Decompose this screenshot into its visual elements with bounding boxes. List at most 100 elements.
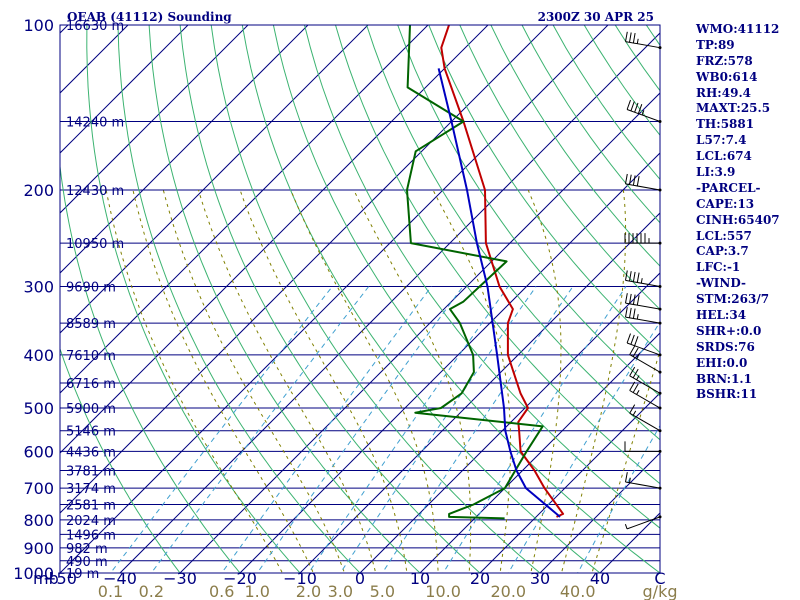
- temperature-tick-label: 30: [530, 569, 550, 588]
- isotherm-line: [539, 452, 660, 573]
- pressure-tick-label: 100: [23, 16, 54, 35]
- pressure-tick-label: 300: [23, 278, 54, 297]
- isotherm-line: [60, 25, 609, 573]
- temperature-tick-label: 0: [355, 569, 365, 588]
- wind-barb: [626, 99, 662, 123]
- height-label: 3781 m: [66, 465, 116, 480]
- plot-frame: [59, 24, 661, 574]
- sounding-index-line: SHR+:0.0: [696, 323, 762, 338]
- chart-title-station: OEAB (41112) Sounding: [67, 10, 232, 24]
- mixing-ratio-tick-label: 20.0: [490, 582, 526, 600]
- sounding-index-line: TP:89: [696, 37, 735, 52]
- moist-adiabat-line: [560, 189, 627, 573]
- wind-barb: [625, 173, 662, 192]
- temperature-tick-label: 40: [590, 569, 610, 588]
- dewpoint-profile-line: [406, 25, 544, 520]
- height-label: 4436 m: [66, 445, 116, 460]
- moist-adiabat-line: [290, 189, 439, 573]
- dry-adiabat-line: [459, 25, 660, 311]
- wind-barb: [624, 441, 662, 453]
- sounding-index-line: L57:7.4: [696, 133, 747, 148]
- sounding-index-line: TH:5881: [696, 117, 755, 132]
- height-label: 19 m: [66, 567, 99, 582]
- parcel-trace-line: [437, 68, 561, 518]
- sounding-index-line: -WIND-: [696, 276, 746, 291]
- isotherm-line: [60, 25, 369, 334]
- isotherm-line: [60, 25, 309, 274]
- dry-adiabat-line: [86, 25, 301, 573]
- wind-barbs: [624, 31, 662, 530]
- isotherm-line: [0, 25, 8, 573]
- mixing-ratio-line: [577, 424, 660, 573]
- sounding-index-line: EHI:0.0: [696, 355, 748, 370]
- dry-adiabat-line: [428, 25, 660, 354]
- sounding-index-line: LFC:-1: [696, 260, 741, 275]
- sounding-index-line: FRZ:578: [696, 53, 753, 68]
- height-label: 2581 m: [66, 499, 116, 514]
- moist-adiabat-line: [132, 189, 314, 573]
- sounding-index-line: BSHR:11: [696, 387, 758, 402]
- sounding-index-line: RH:49.4: [696, 85, 751, 100]
- wind-barb: [629, 366, 662, 395]
- sounding-index-line: STM:263/7: [696, 292, 770, 307]
- sounding-index-line: LCL:674: [696, 149, 752, 164]
- height-label: 3174 m: [66, 482, 116, 497]
- mixing-ratio-line: [507, 321, 660, 573]
- mixing-ratio-line: [256, 286, 464, 573]
- chart-title-time: 2300Z 30 APR 25: [538, 10, 654, 24]
- mixing-ratio-line: [381, 286, 574, 573]
- wind-barb: [625, 293, 662, 311]
- temperature-tick-label: −30: [163, 569, 197, 588]
- sounding-index-line: CAP:3.7: [696, 244, 749, 259]
- height-label: 2024 m: [66, 514, 116, 529]
- moist-adiabat-line: [105, 189, 283, 573]
- temperature-tick-label: C: [654, 569, 665, 588]
- dry-adiabat-line: [148, 25, 421, 573]
- dry-adiabat-line: [272, 25, 660, 573]
- dry-adiabat-line: [397, 25, 660, 397]
- mixing-ratio-tick-label: 5.0: [370, 582, 395, 600]
- isotherm-line: [419, 332, 660, 573]
- temperature-tick-label: −40: [103, 569, 137, 588]
- mixing-ratio-line: [339, 286, 537, 573]
- isotherm-line: [119, 32, 660, 573]
- isotherm-line: [60, 25, 189, 154]
- sounding-index-line: CINH:65407: [696, 212, 780, 227]
- sounding-index-line: WMO:41112: [696, 22, 780, 36]
- wind-barb: [625, 270, 662, 288]
- mixing-ratio-line: [109, 286, 333, 573]
- isotherm-line: [299, 212, 660, 573]
- dry-adiabat-line: [490, 25, 660, 267]
- height-label: 7610 m: [66, 349, 116, 364]
- mixing-ratio-tick-label: 0.1: [98, 582, 123, 600]
- wind-barb: [625, 31, 662, 50]
- pressure-tick-label: 1000: [13, 564, 54, 583]
- wind-barb: [625, 307, 662, 325]
- isotherm-line: [60, 25, 429, 394]
- dry-adiabat-line: [179, 25, 481, 573]
- pressure-unit-label: mb: [33, 569, 59, 588]
- height-label: 14240 m: [66, 116, 124, 131]
- dry-adiabat-line: [366, 25, 660, 441]
- moist-adiabat-line: [239, 189, 408, 573]
- isotherm-line: [479, 392, 660, 573]
- mixing-ratio-line: [442, 286, 627, 573]
- pressure-tick-label: 200: [23, 181, 54, 200]
- wind-barb: [624, 515, 662, 530]
- wind-barb: [629, 345, 662, 374]
- dry-adiabat-line: [117, 25, 361, 573]
- sounding-index-line: HEL:34: [696, 308, 747, 323]
- dry-adiabat-line: [241, 25, 601, 573]
- mixing-ratio-tick-label: 0.6: [209, 582, 234, 600]
- temperature-profile-line: [440, 25, 565, 518]
- dry-adiabat-line: [210, 25, 541, 573]
- mixing-ratio-tick-label: g/kg: [643, 582, 678, 600]
- dry-adiabat-line: [335, 25, 660, 485]
- mixing-ratio-line: [221, 286, 432, 573]
- temperature-tick-label: −10: [283, 569, 317, 588]
- height-label: 1496 m: [66, 528, 116, 543]
- sounding-index-line: SRDS:76: [696, 339, 755, 354]
- pressure-tick-label: 600: [23, 442, 54, 461]
- temperature-tick-label: −20: [223, 569, 257, 588]
